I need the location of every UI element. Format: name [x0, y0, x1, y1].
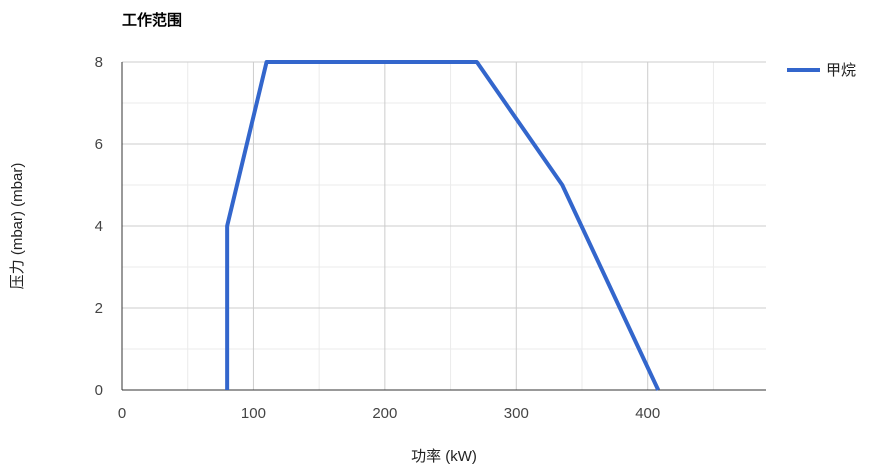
y-tick-label: 4 — [95, 218, 103, 235]
x-tick-label: 400 — [635, 405, 660, 422]
chart-title: 工作范围 — [122, 11, 182, 29]
series-line — [225, 60, 661, 391]
x-tick-label: 100 — [241, 405, 266, 422]
y-tick-label: 6 — [95, 136, 103, 153]
y-tick-label: 0 — [95, 382, 103, 399]
x-tick-label: 0 — [118, 405, 126, 422]
legend: 甲烷 — [787, 62, 856, 79]
x-tick-label: 300 — [504, 405, 529, 422]
grid — [121, 61, 766, 391]
x-axis-title: 功率 (kW) — [411, 448, 477, 465]
series-layer — [225, 60, 661, 391]
x-tick-label: 200 — [372, 405, 397, 422]
legend-label: 甲烷 — [826, 62, 856, 79]
y-axis-title: 压力 (mbar) (mbar) — [9, 163, 26, 290]
y-tick-label: 2 — [95, 300, 103, 317]
x-axis-ticks: 0 100 200 300 400 — [118, 405, 660, 422]
y-axis-ticks: 0 2 4 6 8 — [95, 54, 103, 399]
y-tick-label: 8 — [95, 54, 103, 71]
